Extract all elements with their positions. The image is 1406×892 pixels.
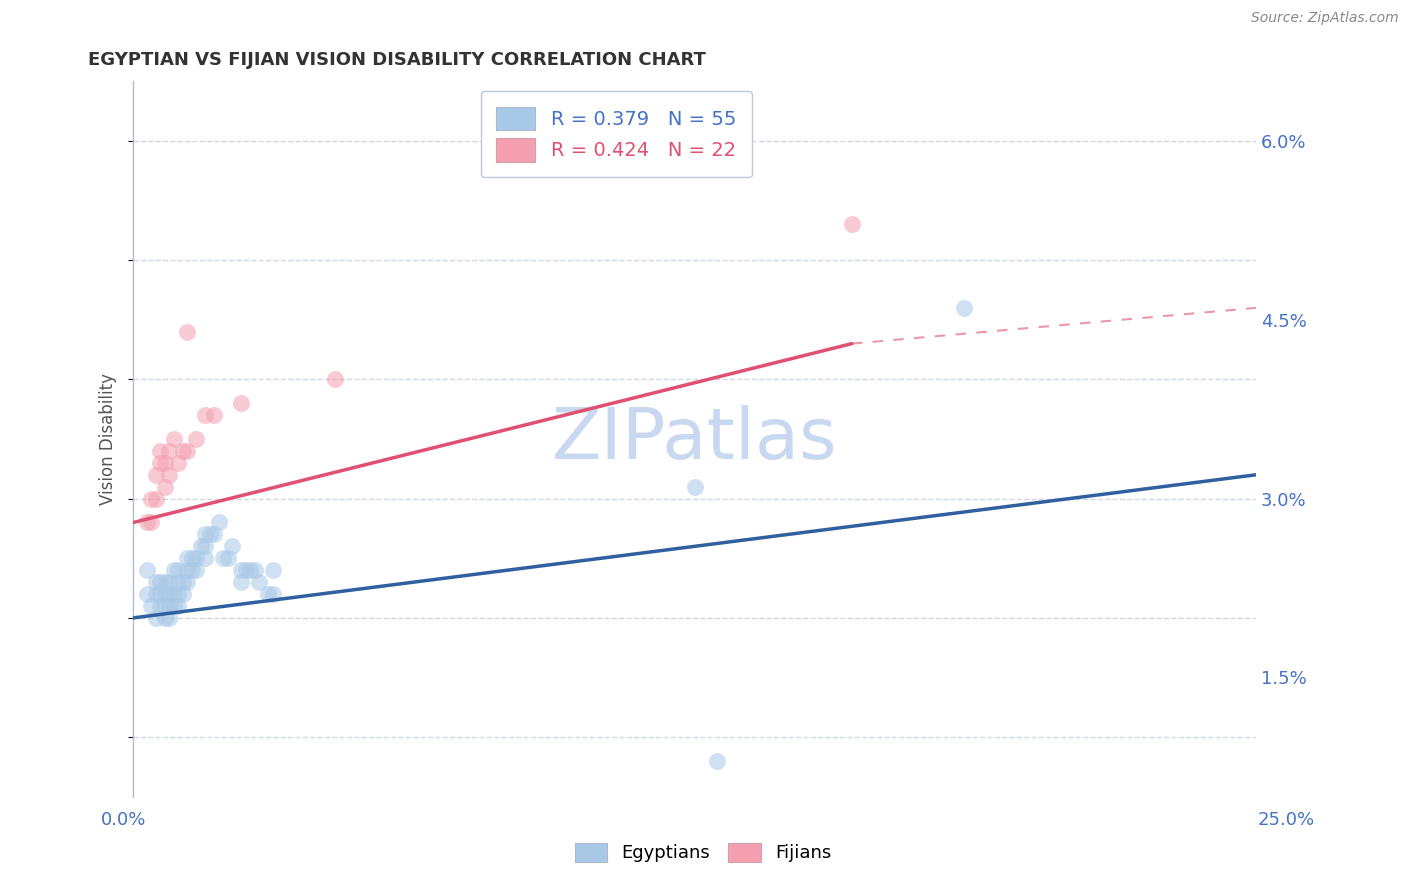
Point bbox=[841, 218, 863, 232]
Text: Source: ZipAtlas.com: Source: ZipAtlas.com bbox=[1251, 12, 1399, 25]
Point bbox=[953, 301, 976, 315]
Point bbox=[194, 551, 217, 566]
Point bbox=[145, 587, 167, 601]
Point bbox=[229, 563, 252, 577]
Text: 25.0%: 25.0% bbox=[1257, 811, 1315, 829]
Point bbox=[167, 456, 190, 470]
Point bbox=[163, 587, 186, 601]
Point bbox=[683, 480, 706, 494]
Point bbox=[176, 444, 198, 458]
Point bbox=[163, 432, 186, 446]
Point bbox=[145, 491, 167, 506]
Point bbox=[229, 575, 252, 590]
Point bbox=[157, 444, 180, 458]
Text: ZIPatlas: ZIPatlas bbox=[551, 405, 838, 474]
Point bbox=[145, 611, 167, 625]
Point bbox=[149, 444, 172, 458]
Point bbox=[202, 527, 225, 541]
Point bbox=[186, 551, 208, 566]
Y-axis label: Vision Disability: Vision Disability bbox=[100, 373, 117, 505]
Point bbox=[172, 587, 194, 601]
Point bbox=[149, 587, 172, 601]
Point bbox=[221, 539, 243, 553]
Point bbox=[141, 599, 163, 613]
Point bbox=[186, 563, 208, 577]
Point bbox=[190, 539, 212, 553]
Point bbox=[141, 491, 163, 506]
Point bbox=[208, 516, 231, 530]
Point bbox=[167, 599, 190, 613]
Point bbox=[145, 467, 167, 482]
Point bbox=[157, 575, 180, 590]
Text: 0.0%: 0.0% bbox=[101, 811, 146, 829]
Point bbox=[163, 563, 186, 577]
Point bbox=[194, 527, 217, 541]
Point bbox=[153, 456, 176, 470]
Point bbox=[176, 551, 198, 566]
Point bbox=[706, 754, 728, 768]
Point bbox=[167, 587, 190, 601]
Point bbox=[202, 408, 225, 422]
Point bbox=[135, 563, 157, 577]
Point bbox=[217, 551, 239, 566]
Point bbox=[180, 563, 202, 577]
Point bbox=[141, 516, 163, 530]
Point bbox=[212, 551, 235, 566]
Point bbox=[262, 587, 284, 601]
Point bbox=[135, 587, 157, 601]
Point bbox=[135, 516, 157, 530]
Point bbox=[149, 575, 172, 590]
Point bbox=[198, 527, 221, 541]
Text: EGYPTIAN VS FIJIAN VISION DISABILITY CORRELATION CHART: EGYPTIAN VS FIJIAN VISION DISABILITY COR… bbox=[89, 51, 706, 69]
Point bbox=[149, 599, 172, 613]
Legend: Egyptians, Fijians: Egyptians, Fijians bbox=[567, 836, 839, 870]
Point bbox=[153, 480, 176, 494]
Point bbox=[176, 575, 198, 590]
Point bbox=[149, 456, 172, 470]
Legend: R = 0.379   N = 55, R = 0.424   N = 22: R = 0.379 N = 55, R = 0.424 N = 22 bbox=[481, 91, 751, 178]
Point bbox=[153, 599, 176, 613]
Point bbox=[229, 396, 252, 410]
Point bbox=[172, 444, 194, 458]
Point bbox=[257, 587, 280, 601]
Point bbox=[262, 563, 284, 577]
Point bbox=[153, 587, 176, 601]
Point bbox=[153, 575, 176, 590]
Point bbox=[176, 563, 198, 577]
Point bbox=[157, 599, 180, 613]
Point bbox=[194, 408, 217, 422]
Point bbox=[153, 611, 176, 625]
Point bbox=[194, 539, 217, 553]
Point bbox=[145, 575, 167, 590]
Point bbox=[172, 575, 194, 590]
Point bbox=[157, 587, 180, 601]
Point bbox=[157, 611, 180, 625]
Point bbox=[167, 575, 190, 590]
Point bbox=[235, 563, 257, 577]
Point bbox=[163, 599, 186, 613]
Point bbox=[176, 325, 198, 339]
Point bbox=[180, 551, 202, 566]
Point bbox=[239, 563, 262, 577]
Point bbox=[325, 372, 347, 386]
Point bbox=[157, 467, 180, 482]
Point bbox=[167, 563, 190, 577]
Point bbox=[243, 563, 266, 577]
Point bbox=[247, 575, 270, 590]
Point bbox=[186, 432, 208, 446]
